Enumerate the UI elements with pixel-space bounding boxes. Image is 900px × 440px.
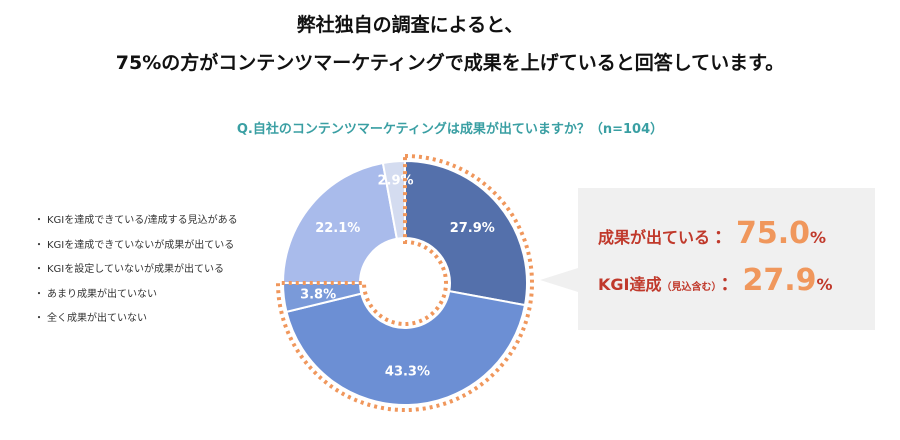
legend-item: ・ KGIを達成できている/達成する見込がある <box>34 214 238 239</box>
legend-item: ・全く成果が出ていない <box>34 312 238 337</box>
legend-bullet: ・ <box>34 239 44 251</box>
donut-chart: 27.9% 43.3% 3.8% 22.1% 2.9% <box>275 153 534 412</box>
legend-item: ・あまり成果が出ていない <box>34 288 238 313</box>
legend-bullet: ・ <box>34 264 44 275</box>
pie-data-label: 22.1% <box>315 221 360 236</box>
pie-data-label: 3.8% <box>300 287 336 302</box>
headline-line-2: 75%の方がコンテンツマーケティングで成果を上げていると回答しています。 <box>115 52 785 74</box>
legend-bullet: ・ <box>34 313 44 324</box>
success-highlight-outline <box>275 153 534 412</box>
legend-item: ・ KGIを設定していないが成果が出ている <box>34 263 238 288</box>
kgi-note: （見込含む） <box>661 282 717 293</box>
legend-label: KGIを達成できていないが成果が出ている <box>47 239 235 251</box>
pie-data-label: 27.9% <box>450 221 495 236</box>
legend-label: あまり成果が出ていない <box>47 288 157 300</box>
pie-slice <box>285 289 527 406</box>
kgi-value: 27.9 <box>742 263 817 298</box>
colon: ： <box>714 227 733 248</box>
chart-legend: ・ KGIを達成できている/達成する見込がある ・ KGIを達成できていないが成果が… <box>34 214 238 337</box>
legend-bullet: ・ <box>34 288 44 300</box>
pie-data-label: 43.3% <box>385 364 430 379</box>
result-callout: 成果が出ている： 75.0% KGI達成（見込含む）： 27.9% <box>578 188 875 330</box>
headline-line-1: 弊社独自の調査によると、 <box>296 14 524 36</box>
success-label: 成果が出ている <box>598 228 711 247</box>
kgi-label: KGI達成 <box>598 275 662 294</box>
legend-bullet: ・ <box>34 215 44 226</box>
legend-label: 全く成果が出ていない <box>47 313 147 324</box>
success-value: 75.0 <box>736 216 811 251</box>
pie-slice <box>281 161 399 284</box>
pie-slice <box>381 159 406 240</box>
chart-title: Q.自社のコンテンツマーケティングは成果が出ていますか？（n=104） <box>236 122 664 137</box>
callout-row-kgi: KGI達成（見込含む）： 27.9% <box>598 263 833 298</box>
percent-unit: % <box>816 275 833 294</box>
pie-slice <box>404 159 528 307</box>
colon: ： <box>720 274 739 295</box>
pie-data-label: 2.9% <box>378 173 414 188</box>
legend-label: KGIを達成できている/達成する見込がある <box>47 215 238 226</box>
callout-tail <box>540 268 578 292</box>
percent-unit: % <box>810 228 827 247</box>
callout-row-success: 成果が出ている： 75.0% <box>598 216 826 251</box>
legend-item: ・ KGIを達成できていないが成果が出ている <box>34 239 238 264</box>
legend-label: KGIを設定していないが成果が出ている <box>47 264 224 275</box>
